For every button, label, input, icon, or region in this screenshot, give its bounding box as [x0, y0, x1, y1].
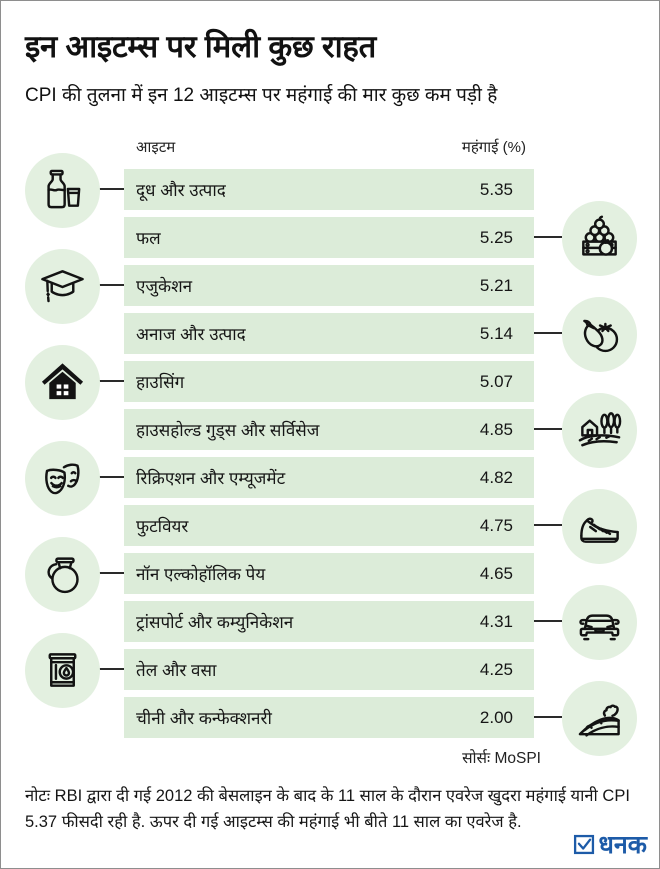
- icon-circle: [562, 489, 637, 564]
- icon-circle: [25, 441, 100, 516]
- vegetables-icon: [583, 319, 619, 353]
- row-label: रिक्रिएशन और एम्यूजमेंट: [136, 469, 286, 488]
- table-row: रिक्रिएशन और एम्यूजमेंट 4.82: [124, 457, 534, 498]
- table-row: चीनी और कन्फेक्शनरी 2.00: [124, 697, 534, 738]
- car-icon: [579, 614, 620, 641]
- icon-circle: [562, 297, 637, 372]
- page-subtitle: CPI की तुलना में इन 12 आइटम्स पर महंगाई …: [25, 85, 498, 106]
- sneaker-icon: [580, 517, 619, 543]
- connector-line: [99, 668, 124, 670]
- icon-circle: [562, 393, 637, 468]
- connector-line: [534, 716, 562, 718]
- row-label: अनाज और उत्पाद: [136, 325, 246, 344]
- row-label: फल: [136, 229, 161, 248]
- table-row: फुटवियर 4.75: [124, 505, 534, 546]
- connector-line: [534, 332, 562, 334]
- icon-circle: [25, 345, 100, 420]
- row-label: नॉन एल्कोहॉलिक पेय: [136, 565, 266, 584]
- fruit-crate-icon: [582, 215, 617, 256]
- row-label: हाउसिंग: [136, 373, 185, 392]
- row-value: 5.21: [479, 275, 513, 295]
- checkbox-check-icon: [573, 834, 594, 854]
- jug-icon: [47, 557, 79, 594]
- table-row: फल 5.25: [124, 217, 534, 258]
- connector-line: [99, 380, 124, 382]
- brand-logo: धनक: [573, 827, 647, 861]
- row-value: 5.25: [479, 227, 513, 247]
- table-row: नॉन एल्कोहॉलिक पेय 4.65: [124, 553, 534, 594]
- graduation-cap-icon: [41, 270, 84, 303]
- theater-masks-icon: [45, 463, 80, 495]
- row-value: 5.35: [479, 179, 513, 199]
- row-label: फुटवियर: [136, 517, 189, 536]
- table-row: दूध और उत्पाद 5.35: [124, 169, 534, 210]
- milk-bottle-icon: [47, 169, 81, 209]
- row-value: 4.25: [479, 659, 513, 679]
- table-row: हाउसिंग 5.07: [124, 361, 534, 402]
- table-row: तेल और वसा 4.25: [124, 649, 534, 690]
- table-header: आइटम महंगाई (%): [124, 137, 534, 157]
- farm-icon: [578, 412, 622, 447]
- row-label: चीनी और कन्फेक्शनरी: [136, 709, 272, 728]
- row-value: 4.85: [479, 419, 513, 439]
- connector-line: [99, 284, 124, 286]
- row-value: 2.00: [479, 707, 513, 727]
- row-value: 4.31: [479, 611, 513, 631]
- connector-line: [99, 572, 124, 574]
- connector-line: [99, 188, 124, 190]
- row-label: दूध और उत्पाद: [136, 181, 226, 200]
- table-row: एजुकेशन 5.21: [124, 265, 534, 306]
- icon-circle: [25, 633, 100, 708]
- icon-circle: [25, 249, 100, 324]
- table-row: हाउसहोल्ड गुड्स और सर्विसेज 4.85: [124, 409, 534, 450]
- connector-line: [534, 524, 562, 526]
- row-label: तेल और वसा: [136, 661, 217, 680]
- table-row: ट्रांसपोर्ट और कम्युनिकेशन 4.31: [124, 601, 534, 642]
- inflation-table: दूध और उत्पाद 5.35 फल 5.25 एजुकेशन 5.21 अना…: [124, 169, 534, 745]
- row-value: 4.65: [479, 563, 513, 583]
- column-header-value: महंगाई (%): [461, 139, 526, 156]
- icon-circle: [562, 201, 637, 276]
- connector-line: [534, 428, 562, 430]
- row-value: 4.75: [479, 515, 513, 535]
- row-value: 5.14: [479, 323, 513, 343]
- connector-line: [534, 620, 562, 622]
- table-row: अनाज और उत्पाद 5.14: [124, 313, 534, 354]
- row-label: एजुकेशन: [136, 277, 193, 296]
- house-icon: [41, 363, 84, 400]
- footnote-line-1: नोटः RBI द्वारा दी गई 2012 की बेसलाइन के…: [25, 787, 630, 805]
- footnote-line-2: 5.37 फीसदी रही है. ऊपर दी गई आइटम्स की म…: [25, 813, 522, 831]
- oil-can-icon: [48, 653, 77, 687]
- footnote: नोटः RBI द्वारा दी गई 2012 की बेसलाइन के…: [25, 783, 643, 835]
- connector-line: [534, 236, 562, 238]
- row-value: 5.07: [479, 371, 513, 391]
- icon-circle: [562, 681, 637, 756]
- column-header-item: आइटम: [136, 139, 176, 156]
- icon-circle: [562, 585, 637, 660]
- connector-line: [99, 476, 124, 478]
- row-label: हाउसहोल्ड गुड्स और सर्विसेज: [136, 421, 320, 440]
- icon-circle: [25, 537, 100, 612]
- brand-name: धनक: [598, 831, 647, 859]
- row-label: ट्रांसपोर्ट और कम्युनिकेशन: [136, 613, 294, 632]
- cake-slice-icon: [578, 704, 620, 737]
- row-value: 4.82: [479, 467, 513, 487]
- source-label: सोर्सः MoSPI: [462, 750, 541, 767]
- icon-circle: [25, 153, 100, 228]
- page-title: इन आइटम्स पर मिली कुछ राहत: [25, 29, 377, 64]
